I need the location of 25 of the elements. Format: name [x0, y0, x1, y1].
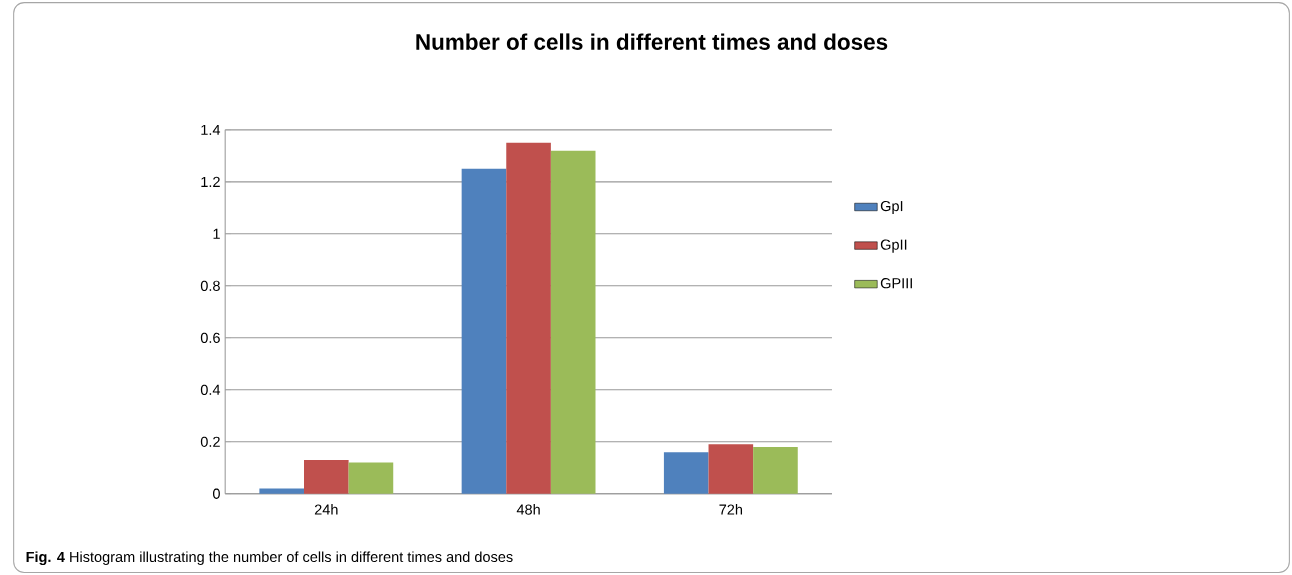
bar — [461, 168, 507, 494]
y-tick-label: 0.4 — [200, 384, 221, 395]
x-tick-label: 24h — [314, 504, 338, 515]
y-tick-label: 1.4 — [201, 124, 221, 135]
y-tick-label: 0 — [212, 488, 220, 499]
x-tick-label: 48h — [516, 504, 540, 515]
legend-label: GpI — [880, 200, 903, 215]
legend-label: GPIII — [880, 278, 912, 289]
y-tick-label: 0.8 — [200, 280, 220, 291]
x-tick-label: 72h — [719, 504, 743, 515]
bar — [550, 150, 596, 494]
chart-title: Number of cells in different times and doses — [416, 33, 888, 50]
y-tick-label: 1.2 — [201, 176, 220, 187]
bar — [259, 488, 304, 494]
legend-label: GpII — [880, 239, 907, 253]
bar — [753, 446, 798, 494]
y-tick-label: 0.2 — [200, 436, 220, 447]
bar — [348, 462, 394, 494]
bar — [663, 452, 709, 494]
text: Fig. 4 Histogram illustrating the number of cells in different times and doses — [26, 551, 513, 565]
bar — [708, 444, 754, 494]
y-tick-label: 0.6 — [200, 332, 220, 343]
bar — [304, 459, 349, 494]
bar — [506, 142, 551, 494]
y-tick-label: 1 — [213, 228, 220, 239]
